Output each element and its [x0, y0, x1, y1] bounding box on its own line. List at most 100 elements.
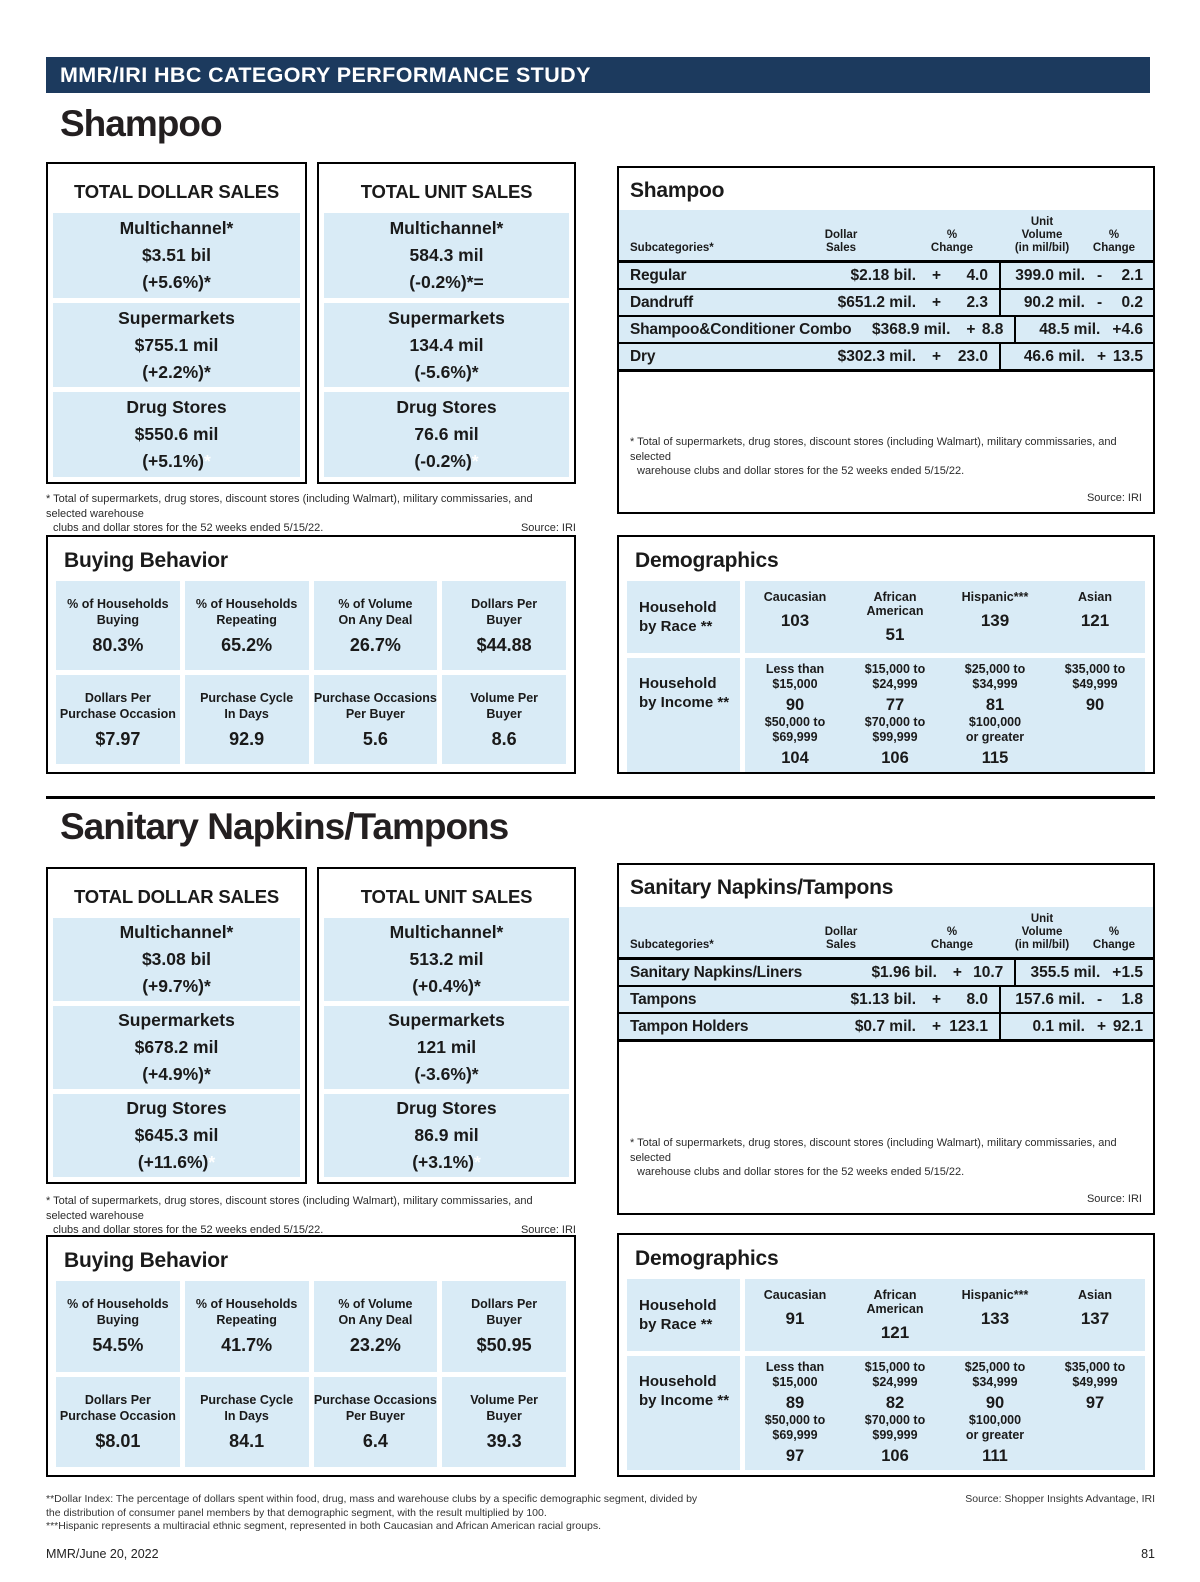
channel-change: (+0.4%)* [412, 976, 481, 996]
channel-name: Supermarkets [388, 307, 505, 328]
shampoo-total-unit-sales: TOTAL UNIT SALES Multichannel* 584.3 mil… [317, 162, 576, 484]
shampoo-buying-behavior: Buying Behavior % of Households Buying 80.… [46, 535, 576, 774]
stat-cell: % of Households Repeating 65.2% [184, 581, 309, 670]
column-header: % Change [930, 229, 974, 254]
column-header: Subcategories* [630, 242, 714, 254]
sales-footnote: * Total of supermarkets, drug stores, di… [46, 1195, 576, 1236]
channel-stat: Drug Stores 86.9 mil (+3.1%)* [324, 1094, 569, 1177]
channel-stat: Drug Stores $550.6 mil (+5.1%)* [53, 392, 300, 478]
panel-title: Buying Behavior [64, 1249, 228, 1272]
stat-cell: % of Volume On Any Deal 26.7% [313, 581, 438, 670]
channel-change: (+3.1%)* [412, 1152, 481, 1172]
panel-title: TOTAL DOLLAR SALES [73, 181, 280, 202]
source-credit: Source: IRI [1086, 1192, 1142, 1205]
channel-change: (+5.6%)* [142, 271, 211, 292]
table-title: Shampoo [630, 179, 725, 202]
shampoo-demographics: Demographics Household by Race ** Caucasi… [617, 535, 1155, 774]
panel-title: TOTAL UNIT SALES [360, 181, 533, 202]
column-header: Dollar Sales [824, 926, 858, 951]
channel-value: 513.2 mil [409, 949, 484, 969]
row-label: Household by Race ** [627, 581, 740, 653]
channel-name: Multichannel* [119, 217, 234, 238]
stat-cell: Purchase Occasions Per Buyer 6.4 [313, 1376, 438, 1467]
row-label: Household by Income ** [627, 1356, 740, 1470]
column-header: Dollar Sales [824, 229, 858, 254]
stat-cell: Dollars Per Purchase Occasion $7.97 [56, 675, 180, 764]
column-header: Unit Volume (in mil/bil) [1014, 216, 1070, 254]
channel-value: $3.08 bil [141, 949, 212, 969]
channel-stat: Multichannel* 584.3 mil (-0.2%)*= [324, 213, 569, 298]
sanitary-demographics: Demographics Household by Race ** Caucasi… [617, 1233, 1155, 1477]
sanitary-subcategories-table: Sanitary Napkins/Tampons Subcategories* … [617, 863, 1155, 1215]
stat-cell: Volume Per Buyer 8.6 [442, 675, 566, 764]
income-values: Less than $15,000 89 $15,000 to $24,999 82 $… [745, 1356, 1145, 1470]
channel-stat: Multichannel* $3.08 bil (+9.7%)* [53, 918, 300, 1001]
sanitary-total-unit-sales: TOTAL UNIT SALES Multichannel* 513.2 mil… [317, 867, 576, 1184]
channel-name: Multichannel* [389, 922, 504, 942]
table-header-row: Subcategories* Dollar Sales % Change Unit V… [619, 210, 1153, 260]
channel-value: $3.51 bil [141, 244, 212, 265]
channel-name: Supermarkets [118, 1010, 235, 1030]
footer-issue-date: MMR/June 20, 2022 [46, 1547, 159, 1561]
panel-title: TOTAL DOLLAR SALES [73, 886, 280, 907]
stat-cell: Purchase Cycle In Days 84.1 [184, 1376, 309, 1467]
column-header: % Change [930, 926, 974, 951]
table-header-row: Subcategories* Dollar Sales % Change Unit V… [619, 907, 1153, 957]
channel-name: Multichannel* [389, 217, 504, 238]
channel-stat: Supermarkets 121 mil (-3.6%)* [324, 1006, 569, 1089]
source-credit: Source: IRI [520, 522, 576, 534]
table-row: Dandruff $651.2 mil. +2.3 90.2 mil. -0.2 [619, 288, 1153, 315]
channel-change: (-0.2%)* [414, 451, 479, 472]
section-heading-shampoo: Shampoo [60, 103, 223, 144]
channel-stat: Supermarkets 134.4 mil (-5.6%)* [324, 302, 569, 388]
channel-change: (-0.2%)*= [409, 271, 484, 292]
channel-name: Drug Stores [396, 1098, 497, 1118]
row-label: Household by Race ** [627, 1279, 740, 1351]
stat-cell: Volume Per Buyer 39.3 [442, 1376, 566, 1467]
row-label: Household by Income ** [627, 658, 740, 772]
channel-name: Supermarkets [388, 1010, 505, 1030]
channel-value: 76.6 mil [414, 424, 479, 445]
footer-page-number: 81 [1141, 1547, 1155, 1561]
channel-value: $678.2 mil [134, 1037, 219, 1057]
shampoo-subcategories-table: Shampoo Subcategories* Dollar Sales % Chan… [617, 166, 1155, 514]
channel-name: Drug Stores [396, 397, 497, 418]
income-values: Less than $15,000 90 $15,000 to $24,999 77 $… [745, 658, 1145, 772]
channel-name: Drug Stores [126, 397, 227, 418]
hispanic-footnote: ***Hispanic represents a multiracial eth… [46, 1520, 602, 1532]
column-header: % Change [1092, 229, 1136, 254]
sales-footnote: * Total of supermarkets, drug stores, di… [46, 493, 576, 534]
stat-cell: % of Households Buying 80.3% [56, 581, 180, 670]
channel-stat: Supermarkets $755.1 mil (+2.2%)* [53, 302, 300, 388]
table-row: Regular $2.18 bil. +4.0 399.0 mil. -2.1 [619, 263, 1153, 288]
channel-change: (+5.1%)* [142, 451, 211, 472]
channel-name: Supermarkets [118, 307, 235, 328]
channel-value: 121 mil [416, 1037, 477, 1057]
stat-cell: Purchase Occasions Per Buyer 5.6 [313, 675, 438, 764]
channel-value: 134.4 mil [409, 334, 484, 355]
section-divider [46, 796, 1155, 799]
dollar-index-footnote: **Dollar Index: The percentage of dollar… [46, 1493, 698, 1505]
channel-value: 584.3 mil [409, 244, 484, 265]
table-row: Sanitary Napkins/Liners $1.96 bil. +10.7… [619, 960, 1153, 985]
table-row: Tampons $1.13 bil. +8.0 157.6 mil. -1.8 [619, 985, 1153, 1012]
channel-change: (+11.6%)* [137, 1152, 216, 1172]
source-credit: Source: IRI [520, 1224, 576, 1236]
stat-cell: % of Households Buying 54.5% [56, 1281, 180, 1372]
table-footnote: * Total of supermarkets, drug stores, di… [630, 436, 1142, 504]
sanitary-total-dollar-sales: TOTAL DOLLAR SALES Multichannel* $3.08 b… [46, 867, 307, 1184]
channel-change: (-3.6%)* [414, 1064, 479, 1084]
stat-cell: % of Households Repeating 41.7% [184, 1281, 309, 1372]
table-footnote: * Total of supermarkets, drug stores, di… [630, 1137, 1142, 1205]
channel-stat: Drug Stores 76.6 mil (-0.2%)* [324, 392, 569, 478]
column-header: Unit Volume (in mil/bil) [1014, 913, 1070, 951]
panel-title: Demographics [635, 1247, 779, 1270]
channel-change: (+2.2%)* [142, 361, 211, 382]
panel-title: Demographics [635, 549, 779, 572]
stat-cell: % of Volume On Any Deal 23.2% [313, 1281, 438, 1372]
section-heading-sanitary: Sanitary Napkins/Tampons [60, 806, 509, 847]
source-credit: Source: IRI [1086, 491, 1142, 504]
column-header: Subcategories* [630, 939, 714, 951]
race-values: Caucasian 103 African American 51 Hispanic… [745, 581, 1145, 653]
